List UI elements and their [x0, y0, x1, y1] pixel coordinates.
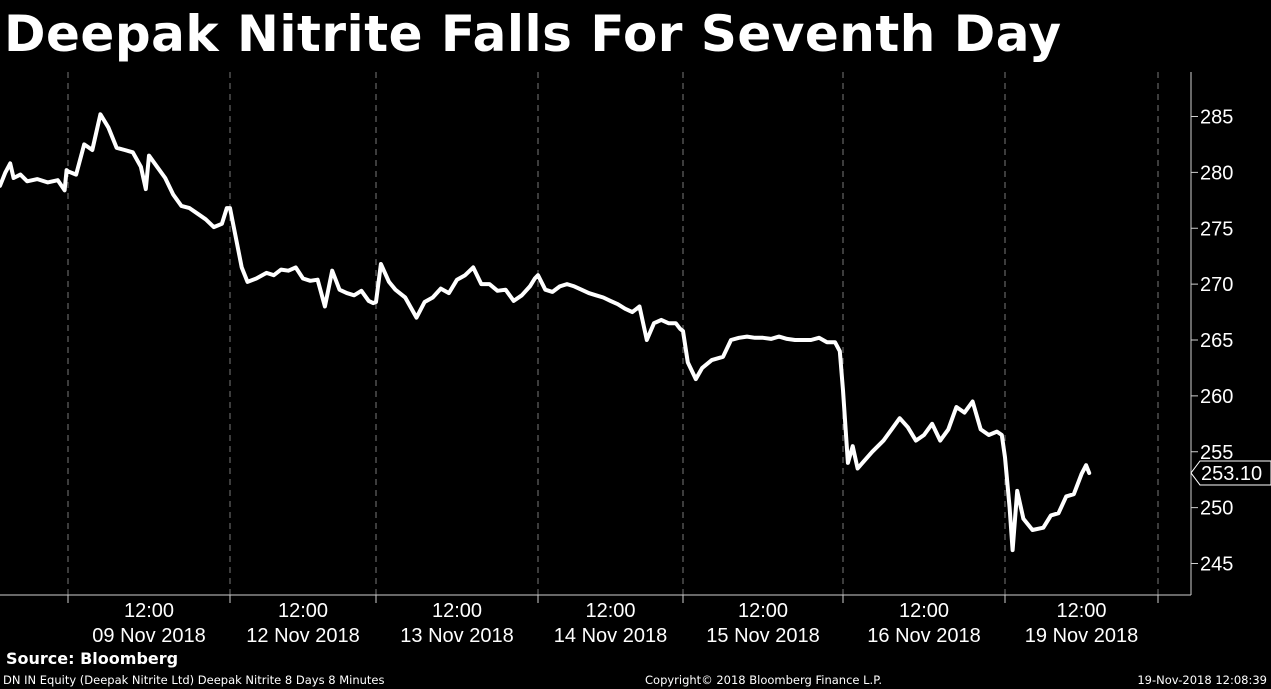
- x-tick-label-date: 09 Nov 2018: [92, 625, 205, 647]
- x-tick-label-date: 14 Nov 2018: [554, 625, 667, 647]
- source-label: Source: Bloomberg: [6, 649, 179, 668]
- last-price-label: 253.10: [1201, 463, 1262, 485]
- copyright-text: Copyright© 2018 Bloomberg Finance L.P.: [645, 673, 882, 687]
- y-tick-label: 265: [1200, 330, 1233, 352]
- x-tick-label-time: 12:00: [738, 600, 788, 622]
- x-tick-label-time: 12:00: [432, 600, 482, 622]
- x-tick-label-time: 12:00: [278, 600, 328, 622]
- y-tick-label: 260: [1200, 386, 1233, 408]
- x-axis-ticks: 12:00 09 Nov 2018 12:00 12 Nov 2018 12:00 13 …: [67, 595, 1159, 647]
- x-tick-label-date: 19 Nov 2018: [1025, 625, 1138, 647]
- security-description: DN IN Equity (Deepak Nitrite Ltd) Deepak…: [3, 673, 385, 687]
- y-tick-label: 250: [1200, 498, 1233, 520]
- price-series-line: [0, 112, 1092, 553]
- x-tick-label-time: 12:00: [1056, 600, 1106, 622]
- y-tick-label: 255: [1200, 442, 1233, 464]
- y-tick-label: 285: [1200, 107, 1233, 129]
- last-price-box: [1190, 460, 1271, 486]
- x-tick-label-time: 12:00: [585, 600, 635, 622]
- chart-title: Deepak Nitrite Falls For Seventh Day: [4, 5, 1062, 63]
- x-tick-label-date: 16 Nov 2018: [867, 625, 980, 647]
- y-tick-label: 245: [1200, 554, 1233, 576]
- x-tick-label-date: 13 Nov 2018: [400, 625, 513, 647]
- grid-lines: [67, 72, 1159, 595]
- x-tick-label-time: 12:00: [899, 600, 949, 622]
- y-axis-ticks: 245 250 255 260 265 270 275 280 285: [1191, 107, 1233, 576]
- y-tick-label: 275: [1200, 218, 1233, 240]
- x-tick-label-date: 15 Nov 2018: [706, 625, 819, 647]
- timestamp-text: 19-Nov-2018 12:08:39: [1137, 673, 1267, 687]
- x-tick-label-time: 12:00: [124, 600, 174, 622]
- x-tick-label-date: 12 Nov 2018: [246, 625, 359, 647]
- last-price-marker: 253.10: [1190, 460, 1271, 486]
- y-tick-label: 280: [1200, 162, 1233, 184]
- y-tick-label: 270: [1200, 274, 1233, 296]
